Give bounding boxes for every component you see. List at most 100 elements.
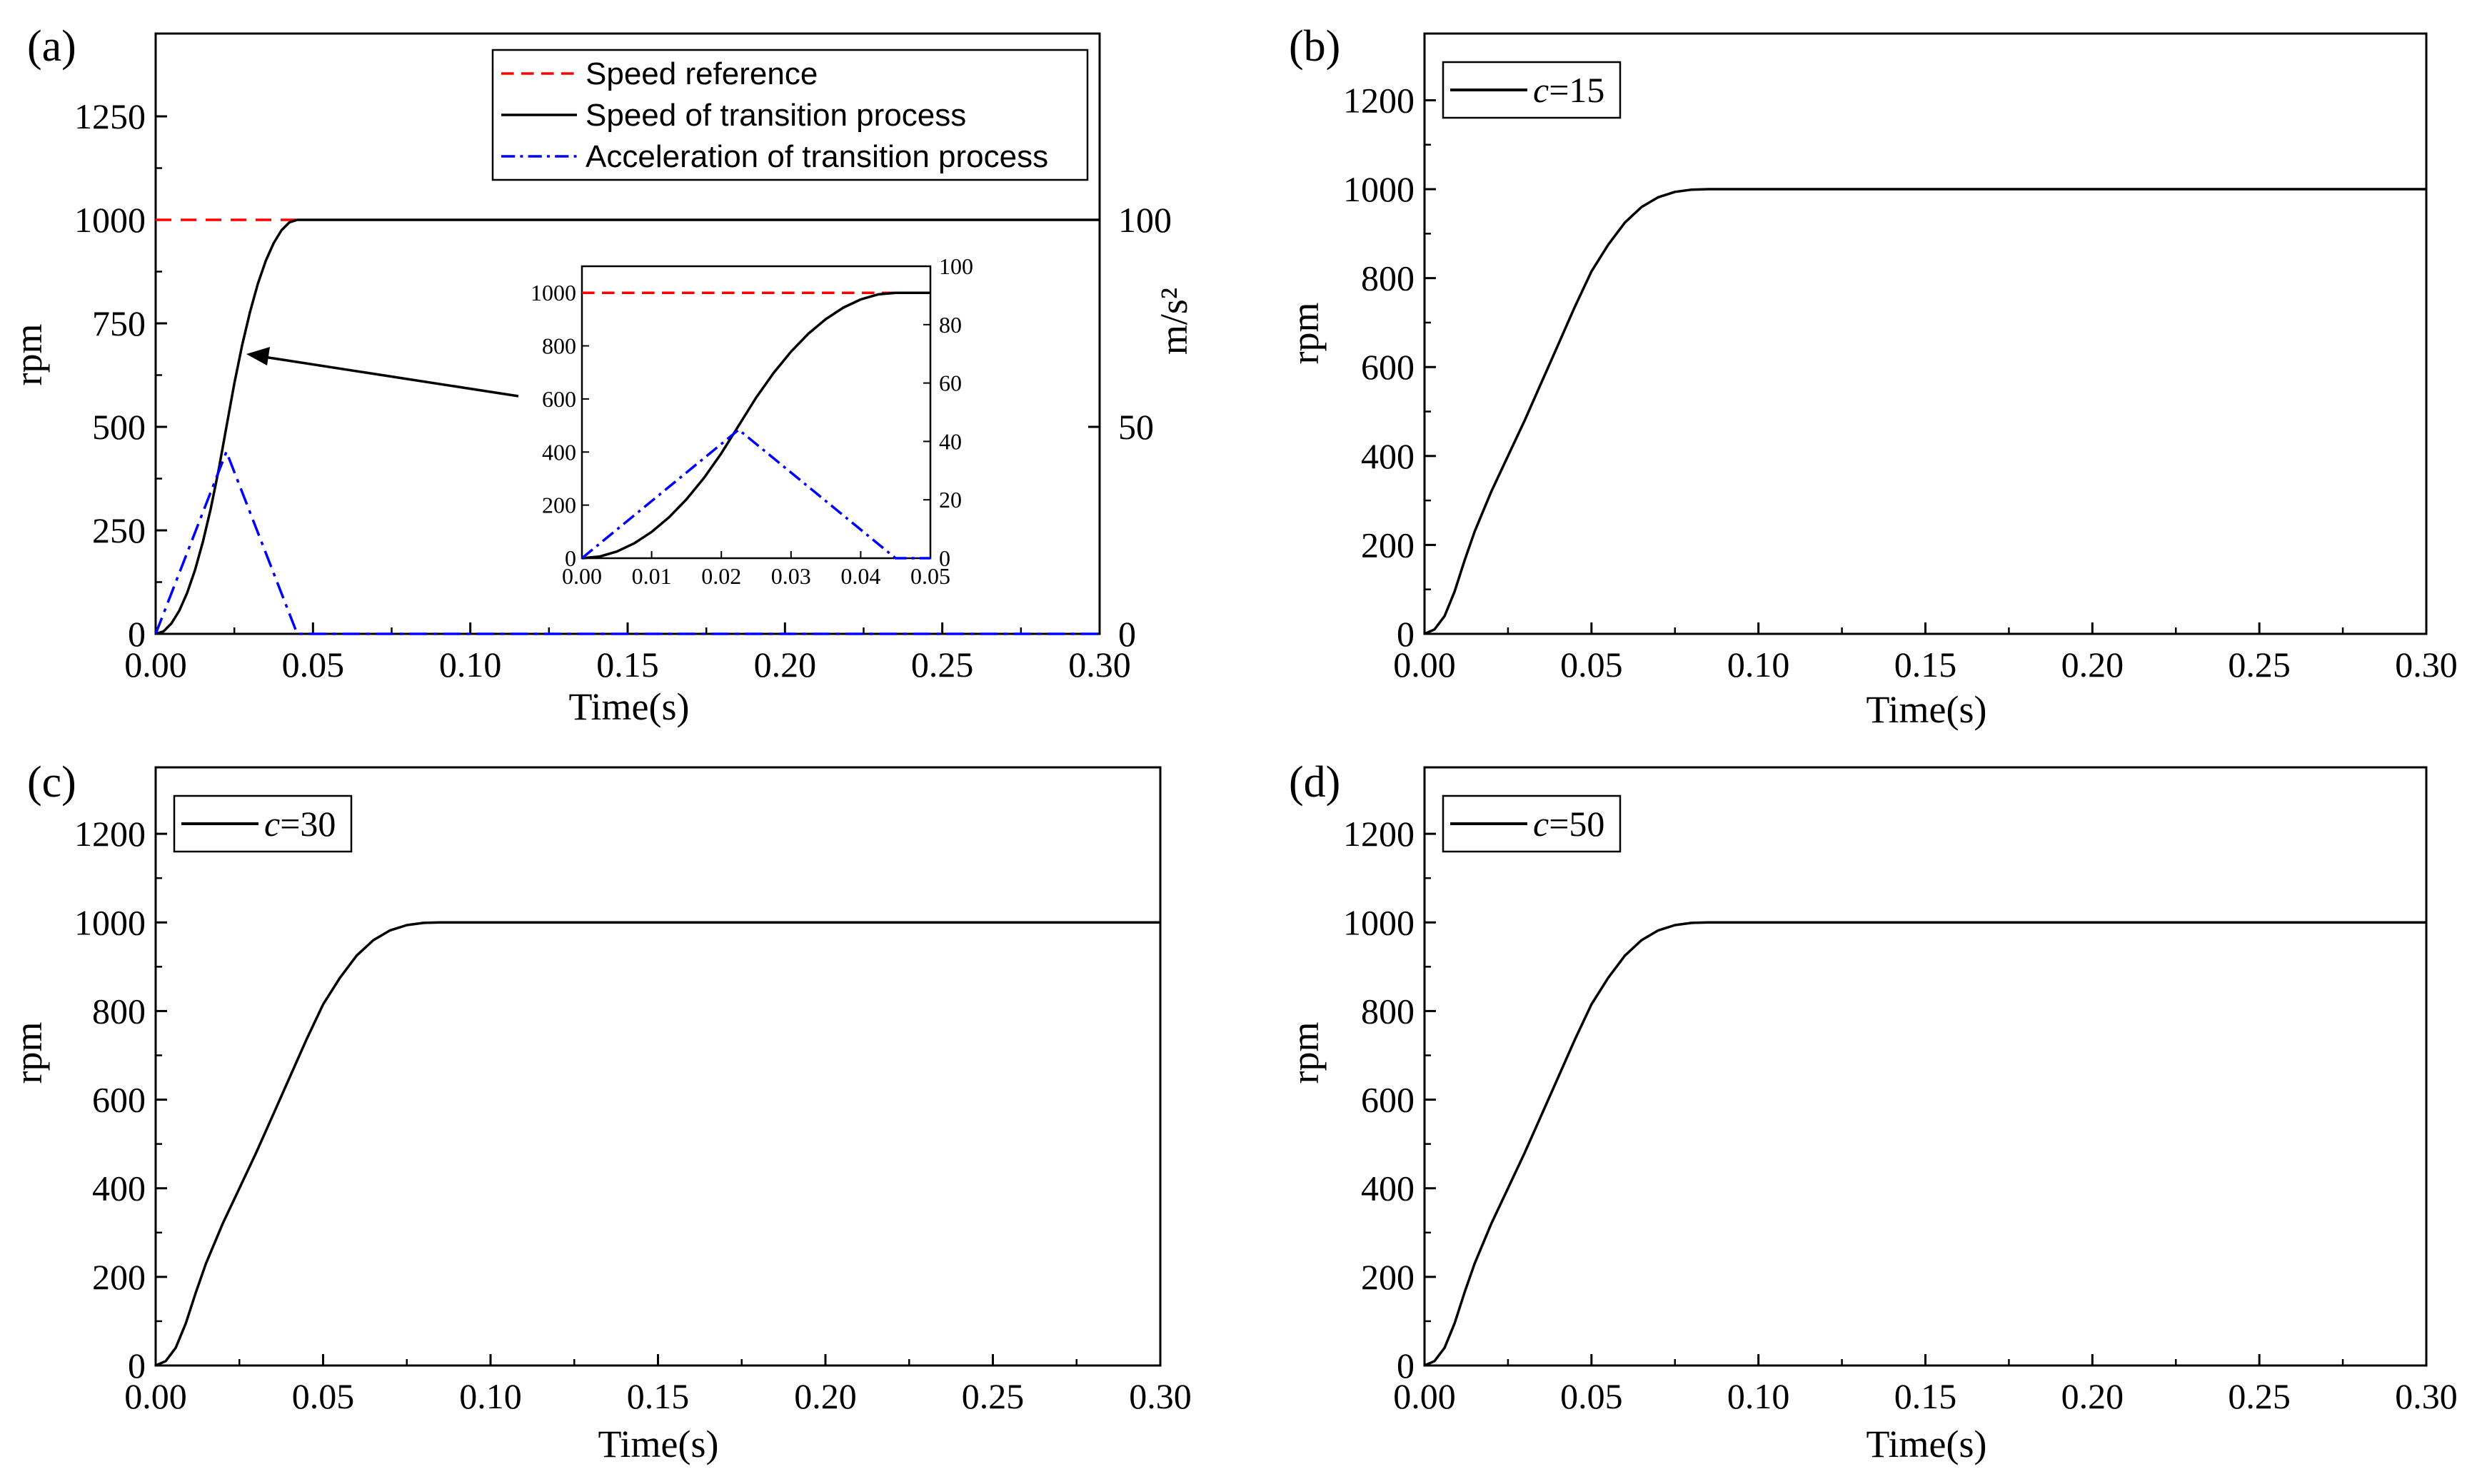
y-tick-label: 600 [92, 1080, 146, 1120]
inset-y-tick-label: 600 [542, 386, 576, 412]
plot-frame [1423, 766, 2428, 1367]
series-line-acceleration-of-transition-process [154, 450, 1100, 635]
x-tick-label: 0.30 [2395, 1376, 2458, 1416]
series-line-c-50 [1424, 921, 2426, 1367]
y-tick-label: 1200 [74, 814, 146, 854]
y-tick-label: 800 [92, 991, 146, 1031]
x-tick-label: 0.00 [1393, 1376, 1456, 1416]
y-right-tick-label: 50 [1118, 407, 1154, 447]
y-tick-label: 1000 [74, 200, 146, 240]
y-tick-label: 0 [128, 1346, 146, 1385]
y-axis-label: rpm [7, 1022, 50, 1084]
inset-series-line [581, 291, 930, 560]
x-axis-label: Time(s) [568, 685, 689, 728]
y-tick-label: 600 [1361, 1080, 1415, 1120]
legend: c=15 [1442, 61, 1622, 119]
inset-y-tick-label: 400 [542, 439, 576, 465]
panel-label: (b) [1289, 22, 1340, 71]
inset-y-right-tick-label: 0 [939, 545, 950, 571]
x-tick-label: 0.10 [459, 1376, 522, 1416]
y-tick-label: 0 [1397, 614, 1415, 654]
y-tick-label: 0 [1397, 1346, 1415, 1385]
legend-label: c=30 [264, 804, 336, 844]
x-tick-label: 0.30 [1129, 1376, 1192, 1416]
y-right-tick-label: 100 [1118, 200, 1172, 240]
legend-var: c [264, 804, 280, 844]
y-axis-label: rpm [1284, 1022, 1327, 1084]
series-line-c-30 [155, 921, 1160, 1367]
inset-x-tick-label: 0.02 [701, 563, 741, 589]
y-tick-label: 1250 [74, 96, 146, 136]
legend-value: =15 [1549, 70, 1604, 110]
y-tick-label: 400 [92, 1168, 146, 1208]
x-tick-label: 0.00 [1393, 645, 1456, 685]
panel-b: 0.00 0.05 0.10 0.15 0.20 0.25 0.30 0 200 400 600 80… [1284, 22, 2458, 731]
inset-chart: 0.00 0.01 0.02 0.03 0.04 0.050200400600800100… [531, 253, 973, 589]
inset-y-right-tick-label: 40 [939, 428, 962, 454]
y-tick-label: 250 [92, 510, 146, 550]
y-axis-label: rpm [1284, 303, 1327, 365]
legend-label: Speed reference [586, 56, 818, 91]
x-tick-label: 0.05 [292, 1376, 355, 1416]
panel-c: 0.00 0.05 0.10 0.15 0.20 0.25 0.30 0 200 400 600 80… [7, 758, 1192, 1465]
x-tick-label: 0.15 [1894, 645, 1957, 685]
inset-y-tick-label: 1000 [531, 280, 576, 306]
x-tick-label: 0.15 [1894, 1376, 1957, 1416]
y-axis-label: rpm [7, 324, 50, 386]
x-tick-label: 0.10 [1727, 1376, 1790, 1416]
series-line-speed-of-transition-process [155, 218, 1100, 635]
inset-y-tick-label: 0 [565, 545, 576, 571]
pointer-arrow [246, 347, 519, 398]
inset-frame [581, 265, 932, 560]
x-tick-label: 0.20 [754, 645, 817, 685]
x-tick-label: 0.05 [1560, 645, 1623, 685]
y-tick-label: 400 [1361, 1168, 1415, 1208]
inset-y-right-tick-label: 80 [939, 312, 962, 338]
legend-label: c=15 [1533, 70, 1604, 110]
legend: c=30 [173, 794, 353, 853]
inset-y-tick-label: 800 [542, 333, 576, 359]
x-tick-label: 0.25 [962, 1376, 1025, 1416]
x-tick-label: 0.10 [439, 645, 502, 685]
plot-frame [1423, 32, 2428, 635]
y-tick-label: 1000 [74, 902, 146, 942]
legend: Speed reference Speed of transition proce… [491, 49, 1089, 181]
x-tick-label: 0.00 [124, 1376, 187, 1416]
y-tick-label: 1200 [1343, 814, 1415, 854]
x-axis-label: Time(s) [1866, 688, 1986, 731]
legend-var: c [1533, 70, 1549, 110]
y-tick-label: 1000 [1343, 169, 1415, 209]
x-tick-label: 0.05 [1560, 1376, 1623, 1416]
x-tick-label: 0.10 [1727, 645, 1790, 685]
x-axis-label: Time(s) [598, 1423, 718, 1465]
panel-d: 0.00 0.05 0.10 0.15 0.20 0.25 0.30 0 200 400 600 80… [1284, 758, 2458, 1465]
y-tick-label: 200 [1361, 525, 1415, 565]
y-tick-label: 0 [128, 614, 146, 654]
inset-y-right-tick-label: 60 [939, 370, 962, 396]
x-tick-label: 0.15 [596, 645, 659, 685]
arrow-head [246, 347, 270, 365]
series-line-c-15 [1424, 188, 2426, 635]
x-tick-label: 0.15 [627, 1376, 690, 1416]
legend-label: Acceleration of transition process [586, 139, 1048, 174]
x-axis-label: Time(s) [1866, 1423, 1986, 1465]
y-tick-label: 600 [1361, 347, 1415, 387]
inset-y-right-tick-label: 100 [939, 253, 973, 279]
plot-frame [154, 766, 1162, 1367]
y-tick-label: 500 [92, 407, 146, 447]
inset-x-tick-label: 0.05 [910, 563, 950, 589]
y-tick-label: 750 [92, 303, 146, 343]
legend-value: =50 [1549, 804, 1604, 844]
x-tick-label: 0.25 [2228, 645, 2291, 685]
panel-label: (d) [1289, 758, 1340, 807]
y-tick-label: 800 [1361, 258, 1415, 298]
inset-series-line [581, 428, 930, 560]
y-tick-label: 1200 [1343, 80, 1415, 120]
x-tick-label: 0.30 [1068, 645, 1131, 685]
y-right-tick-label: 0 [1118, 614, 1136, 654]
legend-label: c=50 [1533, 804, 1604, 844]
inset-y-tick-label: 200 [542, 493, 576, 518]
legend-value: =30 [280, 804, 336, 844]
x-tick-label: 0.25 [2228, 1376, 2291, 1416]
